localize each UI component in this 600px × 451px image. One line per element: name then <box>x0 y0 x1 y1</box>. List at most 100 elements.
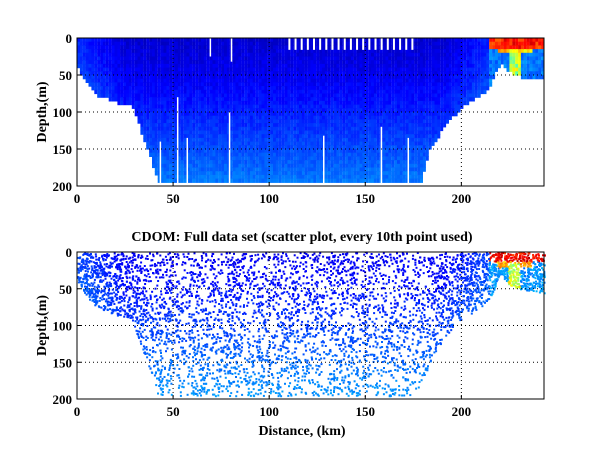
heatmap-cell <box>437 67 441 72</box>
heatmap-cell <box>157 134 161 139</box>
heatmap-cell <box>345 56 349 61</box>
heatmap-cell <box>114 60 118 65</box>
heatmap-cell <box>368 149 372 154</box>
heatmap-cell <box>327 93 331 98</box>
heatmap-cell <box>166 137 170 143</box>
heatmap-cell <box>186 86 190 91</box>
heatmap-cell <box>293 89 297 95</box>
heatmap-cell <box>203 86 207 91</box>
heatmap-cell <box>91 67 95 72</box>
heatmap-cell <box>126 49 129 54</box>
heatmap-cell <box>163 160 167 165</box>
heatmap-cell <box>428 89 432 95</box>
heatmap-cell <box>420 71 423 76</box>
heatmap-cell <box>154 67 158 72</box>
heatmap-cell <box>290 104 294 109</box>
heatmap-cell <box>310 71 314 76</box>
heatmap-cell <box>515 71 519 76</box>
heatmap-cell <box>434 45 438 50</box>
heatmap-cell <box>319 93 323 98</box>
heatmap-cell <box>414 75 418 80</box>
heatmap-cell <box>437 89 441 95</box>
heatmap-cell <box>79 45 83 50</box>
heatmap-cell <box>203 115 207 120</box>
heatmap-cell <box>244 104 248 109</box>
heatmap-cell <box>299 130 302 135</box>
heatmap-cell <box>313 163 317 169</box>
heatmap-cell <box>177 89 181 95</box>
heatmap-cell <box>177 49 181 54</box>
heatmap-cell <box>255 174 259 180</box>
heatmap-cell <box>287 126 291 132</box>
heatmap-cell <box>154 52 158 58</box>
heatmap-cell <box>149 93 153 98</box>
heatmap-cell <box>310 78 314 83</box>
heatmap-cell <box>221 115 225 120</box>
heatmap-cell <box>350 134 354 139</box>
heatmap-cell <box>379 123 383 128</box>
heatmap-cell <box>405 167 409 172</box>
heatmap-cell <box>356 178 360 183</box>
heatmap-cell <box>408 174 412 180</box>
heatmap-cell <box>123 45 127 50</box>
heatmap-cell <box>362 86 366 91</box>
heatmap-cell <box>177 104 181 109</box>
heatmap-cell <box>304 156 308 161</box>
heatmap-cell <box>460 75 464 80</box>
heatmap-cell <box>333 71 337 76</box>
heatmap-cell <box>316 78 320 83</box>
heatmap-cell <box>198 78 202 83</box>
heatmap-cell <box>368 134 372 139</box>
heatmap-cell <box>382 108 386 113</box>
heatmap-cell <box>120 82 124 87</box>
heatmap-cell <box>399 82 403 87</box>
heatmap-cell <box>339 115 343 120</box>
heatmap-cell <box>201 104 204 109</box>
heatmap-cell <box>434 108 438 113</box>
heatmap-cell <box>463 38 467 43</box>
heatmap-cell <box>215 112 219 117</box>
heatmap-cell <box>402 45 406 50</box>
heatmap-cell <box>238 93 242 98</box>
heatmap-cell <box>290 130 294 135</box>
heatmap-cell <box>368 178 372 183</box>
heatmap-cell <box>128 93 132 98</box>
heatmap-cell <box>201 145 204 150</box>
heatmap-cell <box>120 56 124 61</box>
heatmap-cell <box>362 123 366 128</box>
heatmap-cell <box>474 41 478 46</box>
heatmap-cell <box>114 89 118 95</box>
heatmap-cell <box>296 93 300 98</box>
heatmap-cell <box>503 60 507 65</box>
heatmap-cell <box>373 123 377 128</box>
heatmap-cell <box>327 82 331 87</box>
heatmap-cell <box>376 167 380 172</box>
heatmap-cell <box>250 45 253 50</box>
heatmap-cell <box>258 97 262 102</box>
heatmap-cell <box>250 41 253 46</box>
heatmap-cell <box>489 41 493 46</box>
heatmap-cell <box>229 82 233 87</box>
heatmap-cell <box>417 137 421 143</box>
scatter-point <box>275 293 278 295</box>
scatter-point <box>497 260 500 263</box>
heatmap-cell <box>443 52 447 58</box>
heatmap-cell <box>388 108 392 113</box>
heatmap-cell <box>342 167 346 172</box>
heatmap-cell <box>368 52 372 58</box>
heatmap-cell <box>451 108 455 113</box>
heatmap-cell <box>500 49 504 54</box>
heatmap-cell <box>371 86 374 91</box>
heatmap-cell <box>287 156 291 161</box>
heatmap-cell <box>183 75 187 80</box>
heatmap-cell <box>339 41 343 46</box>
heatmap-cell <box>247 115 251 120</box>
heatmap-cell <box>460 67 464 72</box>
heatmap-cell <box>215 126 219 132</box>
heatmap-cell <box>385 115 389 120</box>
heatmap-cell <box>296 160 300 165</box>
heatmap-cell <box>336 145 340 150</box>
heatmap-cell <box>425 78 429 83</box>
heatmap-cell <box>290 167 294 172</box>
heatmap-cell <box>160 171 164 176</box>
